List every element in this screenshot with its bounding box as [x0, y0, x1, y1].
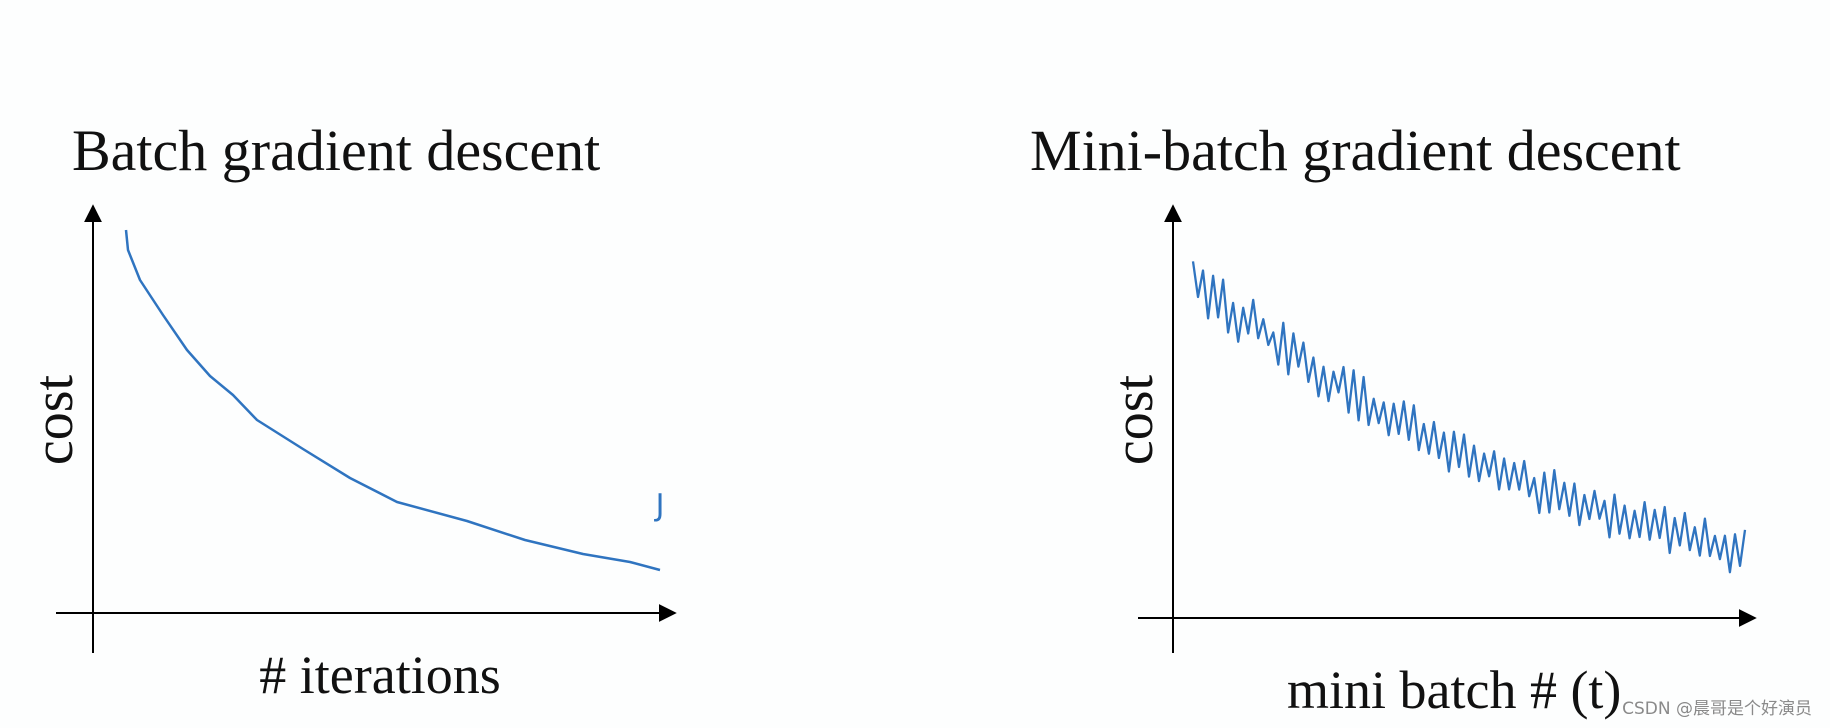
annotation: J	[654, 488, 665, 523]
cost-curve	[124, 229, 661, 572]
right-x-label: mini batch # (t)	[1287, 660, 1621, 720]
right-title: Mini-batch gradient descent	[1030, 118, 1681, 183]
right-y-label: cost	[1103, 374, 1165, 465]
watermark: CSDN @晨哥是个好演员	[1622, 699, 1812, 719]
left-title: Batch gradient descent	[72, 118, 600, 183]
left-y-label: cost	[23, 374, 85, 465]
noisy-cost-curve	[1191, 261, 1747, 574]
left-x-label: # iterations	[259, 645, 500, 705]
